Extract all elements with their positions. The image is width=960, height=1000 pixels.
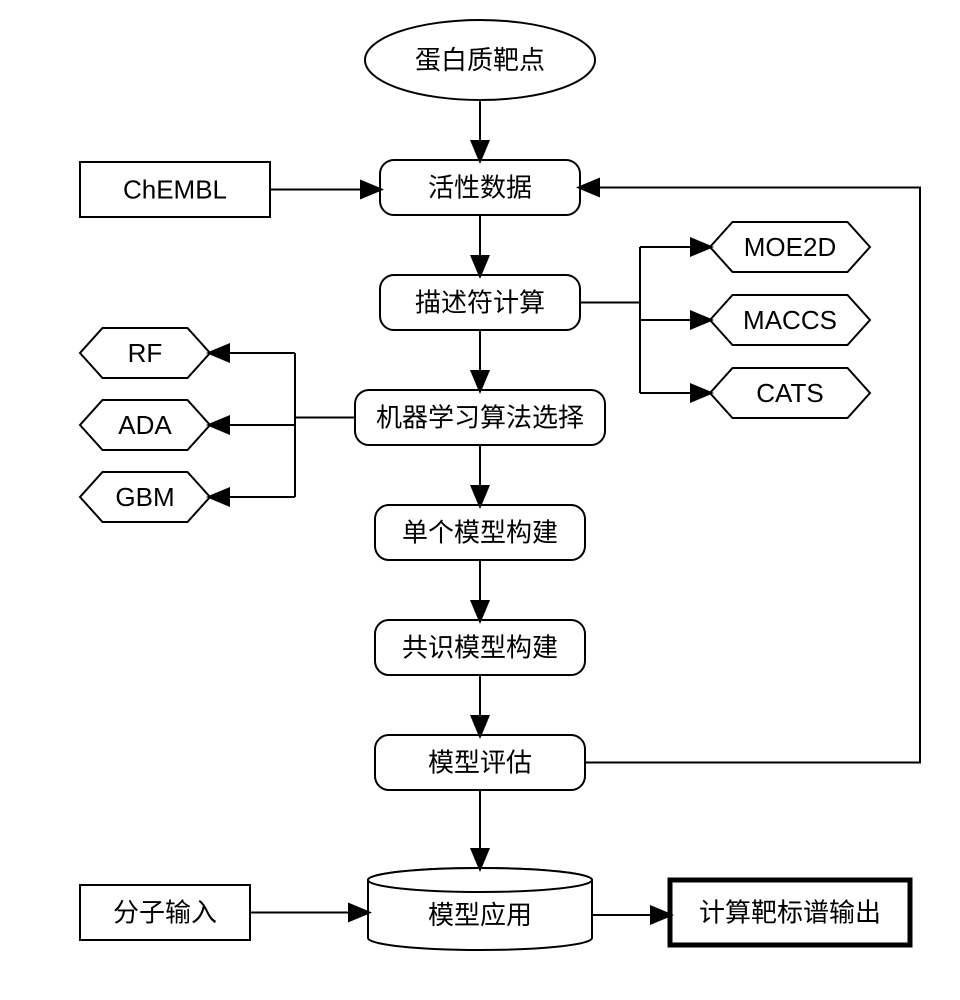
node-rf: RF	[80, 328, 210, 378]
node-single_model: 单个模型构建	[375, 505, 585, 560]
label-activity_data: 活性数据	[428, 173, 532, 203]
label-protein_target: 蛋白质靶点	[415, 45, 545, 75]
label-ml_algo: 机器学习算法选择	[376, 403, 584, 433]
label-model_eval: 模型评估	[428, 748, 532, 778]
node-activity_data: 活性数据	[380, 160, 580, 215]
label-rf: RF	[128, 338, 163, 368]
label-single_model: 单个模型构建	[402, 518, 558, 548]
node-moe2d: MOE2D	[710, 222, 870, 272]
node-gbm: GBM	[80, 472, 210, 522]
node-molecule_input: 分子输入	[80, 885, 250, 940]
label-consensus_model: 共识模型构建	[402, 633, 558, 663]
label-descriptor_calc: 描述符计算	[415, 288, 545, 318]
edge	[580, 188, 920, 763]
node-output: 计算靶标谱输出	[670, 880, 910, 945]
node-maccs: MACCS	[710, 295, 870, 345]
node-ml_algo: 机器学习算法选择	[355, 390, 605, 445]
node-cats: CATS	[710, 368, 870, 418]
node-model_eval: 模型评估	[375, 735, 585, 790]
label-output: 计算靶标谱输出	[699, 898, 881, 928]
label-model_apply: 模型应用	[428, 900, 532, 930]
label-molecule_input: 分子输入	[113, 898, 217, 928]
flowchart-diagram: 蛋白质靶点 ChEMBL 活性数据描述符计算 MOE2D MACCS CATS 机器学习算法…	[0, 0, 960, 1000]
label-chembl: ChEMBL	[123, 175, 227, 205]
label-moe2d: MOE2D	[744, 232, 836, 262]
node-model_apply: 模型应用	[368, 868, 592, 950]
label-maccs: MACCS	[743, 305, 837, 335]
label-cats: CATS	[756, 378, 823, 408]
node-chembl: ChEMBL	[80, 162, 270, 217]
node-consensus_model: 共识模型构建	[375, 620, 585, 675]
label-ada: ADA	[118, 410, 172, 440]
label-gbm: GBM	[115, 482, 174, 512]
node-ada: ADA	[80, 400, 210, 450]
node-protein_target: 蛋白质靶点	[365, 20, 595, 100]
node-descriptor_calc: 描述符计算	[380, 275, 580, 330]
